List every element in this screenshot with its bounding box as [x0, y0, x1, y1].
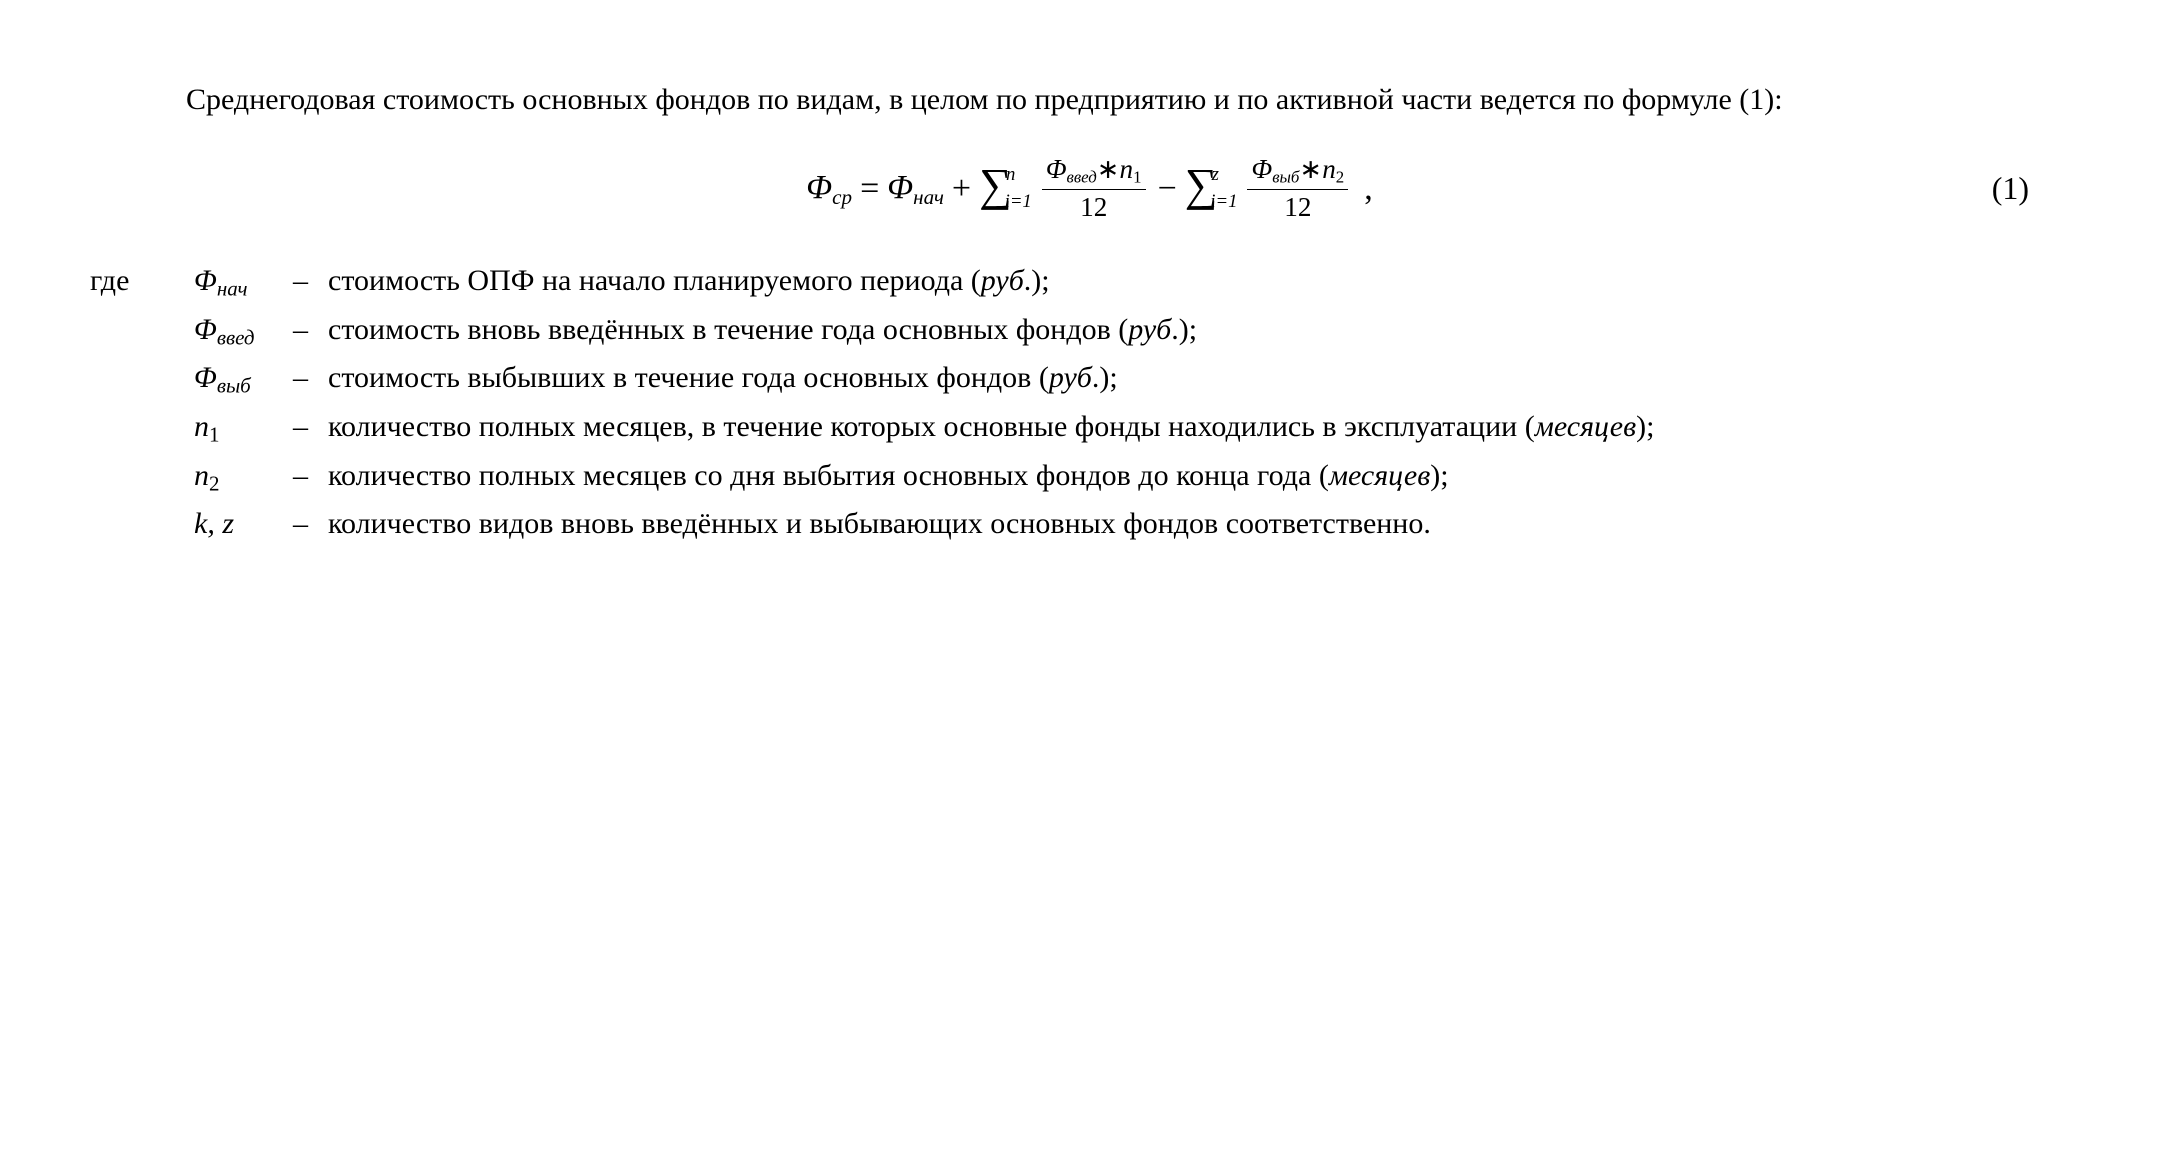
def4-base: n [194, 459, 209, 492]
def-sym-4: n2– [194, 454, 314, 499]
def0-pre: стоимость ОПФ на начало планируемого пер… [328, 264, 981, 297]
n2-base: n [1322, 154, 1336, 184]
def4-it: месяцев [1329, 459, 1430, 492]
def-desc-1: стоимость вновь введённых в течение года… [328, 308, 2089, 352]
frac2: Φвыб∗n2 12 [1247, 154, 1348, 223]
definitions: где Φнач– стоимость ОПФ на начало планир… [90, 259, 2089, 546]
def4-sub: 2 [209, 471, 220, 495]
sum1-upper: n [1006, 161, 1015, 188]
def-desc-3: количество полных месяцев, в течение кот… [328, 405, 2089, 449]
frac1-den: 12 [1076, 192, 1111, 223]
def1-pre: стоимость вновь введённых в течение года… [328, 313, 1128, 346]
def4-post: ); [1430, 459, 1448, 492]
def-sym-0: Φнач– [194, 259, 314, 304]
def3-base: n [194, 410, 209, 443]
n1-base: n [1120, 154, 1134, 184]
intro-paragraph: Среднегодовая стоимость основных фондов … [90, 78, 2089, 122]
equation-number: (1) [1992, 165, 2029, 211]
def2-it: руб [1049, 361, 1092, 394]
frac1-bar [1042, 189, 1146, 190]
def-desc-0: стоимость ОПФ на начало планируемого пер… [328, 259, 2089, 303]
formula: Φср = Φнач + ∑ n i=1 Φввед∗n1 12 − [806, 154, 1372, 223]
phi-vved-sub: введ [1067, 167, 1097, 186]
minus: − [1158, 164, 1177, 213]
frac2-den: 12 [1280, 192, 1315, 223]
sum2-upper: z [1212, 161, 1219, 188]
formula-row: Φср = Φнач + ∑ n i=1 Φввед∗n1 12 − [90, 154, 2089, 223]
phi-vyb-sub: выб [1272, 167, 1299, 186]
def5-raw: k, z [194, 502, 234, 546]
n1-sub: 1 [1133, 167, 1141, 186]
def0-post: .); [1024, 264, 1050, 297]
def0-it: руб [981, 264, 1024, 297]
def-sym-2: Φвыб– [194, 356, 314, 401]
sum1-lower: i=1 [1005, 188, 1032, 215]
def0-sub: нач [217, 276, 248, 300]
where-label: где [90, 259, 180, 303]
def2-post: .); [1092, 361, 1118, 394]
def-desc-5: количество видов вновь введённых и выбыв… [328, 502, 2089, 546]
def2-base: Φ [194, 361, 217, 394]
def-sym-1: Φввед– [194, 308, 314, 353]
def-sym-3: n1– [194, 405, 314, 450]
def-sym-5: k, z– [194, 502, 314, 546]
frac2-bar [1247, 189, 1348, 190]
def3-post: ); [1636, 410, 1654, 443]
lhs: Φср [806, 163, 852, 212]
def4-pre: количество полных месяцев со дня выбытия… [328, 459, 1329, 492]
sum1-op: ∑ n i=1 [979, 162, 1012, 214]
star1: ∗ [1097, 154, 1120, 184]
sum2-op: ∑ z i=1 [1185, 162, 1218, 214]
def0-base: Φ [194, 264, 217, 297]
phi-nach-base: Φ [887, 169, 913, 206]
formula-trail: , [1364, 164, 1373, 213]
def3-it: месяцев [1535, 410, 1636, 443]
def1-sub: введ [217, 325, 255, 349]
phi-vved-base: Φ [1046, 154, 1067, 184]
def5-pre: количество видов вновь введённых и выбыв… [328, 507, 1431, 540]
phi-cp-sub: ср [832, 185, 852, 209]
sum2: ∑ z i=1 Φвыб∗n2 12 [1185, 154, 1352, 223]
phi-cp-base: Φ [806, 169, 832, 206]
def3-sub: 1 [209, 422, 220, 446]
equals: = [860, 164, 879, 213]
def3-pre: количество полных месяцев, в течение кот… [328, 410, 1535, 443]
plus: + [952, 164, 971, 213]
def1-post: .); [1171, 313, 1197, 346]
phi-nach-sub: нач [913, 185, 944, 209]
sum2-lower: i=1 [1210, 188, 1237, 215]
term-nach: Φнач [887, 163, 944, 212]
def2-sub: выб [217, 374, 251, 398]
n2-sub: 2 [1336, 167, 1344, 186]
sum1: ∑ n i=1 Φввед∗n1 12 [979, 154, 1149, 223]
def1-base: Φ [194, 313, 217, 346]
def-desc-4: количество полных месяцев со дня выбытия… [328, 454, 2089, 498]
frac1-num: Φввед∗n1 [1042, 154, 1146, 187]
def-desc-2: стоимость выбывших в течение года основн… [328, 356, 2089, 400]
phi-vyb-base: Φ [1251, 154, 1272, 184]
frac2-num: Φвыб∗n2 [1247, 154, 1348, 187]
def2-pre: стоимость выбывших в течение года основн… [328, 361, 1049, 394]
star2: ∗ [1299, 154, 1322, 184]
def1-it: руб [1128, 313, 1171, 346]
frac1: Φввед∗n1 12 [1042, 154, 1146, 223]
